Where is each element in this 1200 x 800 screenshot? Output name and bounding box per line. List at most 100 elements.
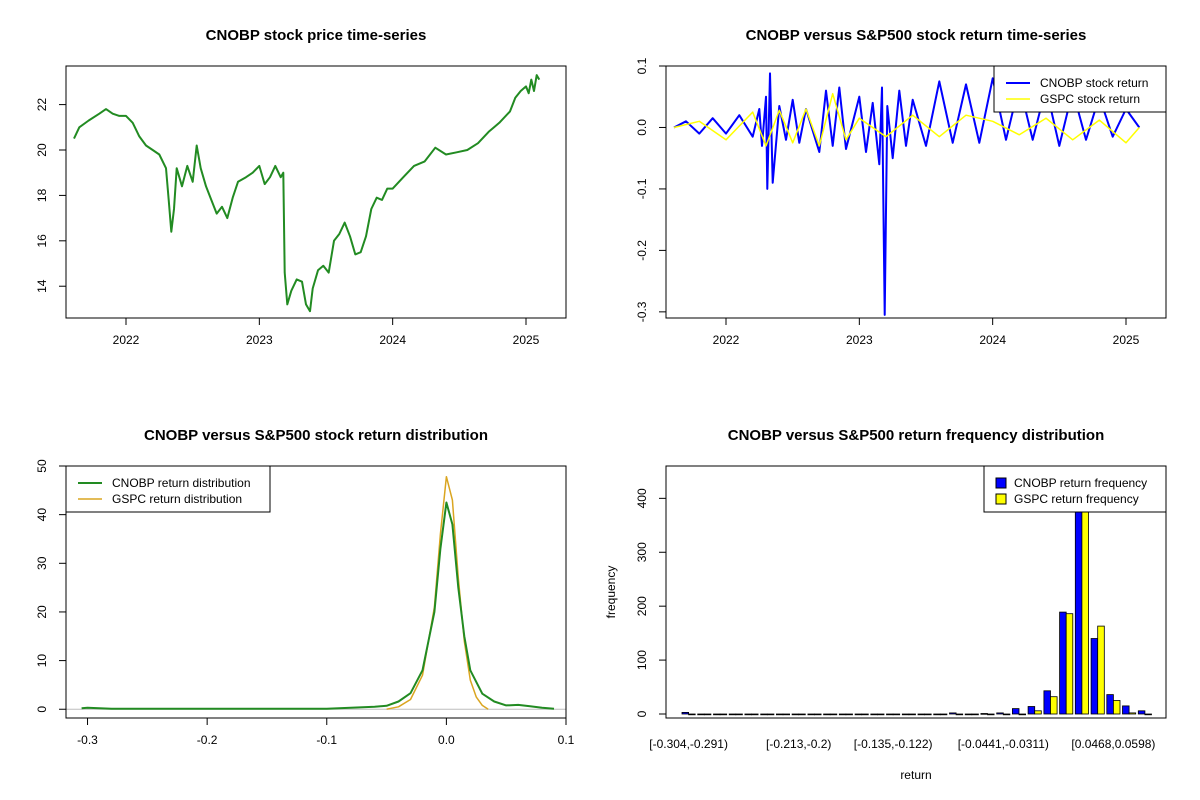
- y-tick-label: 18: [35, 188, 49, 202]
- bar: [697, 713, 705, 716]
- legend-entry: GSPC stock return: [1040, 92, 1140, 106]
- bar: [886, 713, 894, 716]
- bar: [1027, 706, 1036, 715]
- x-tick-label: [-0.135,-0.122): [854, 737, 933, 751]
- bar: [814, 713, 822, 716]
- bar: [964, 713, 973, 716]
- chart-title: CNOBP versus S&P500 return frequency dis…: [728, 427, 1105, 444]
- x-tick-label: 2025: [513, 333, 540, 347]
- bar: [1081, 487, 1089, 715]
- bar: [829, 713, 838, 716]
- chart-title: CNOBP versus S&P500 stock return time-se…: [746, 27, 1087, 44]
- bar: [791, 713, 800, 716]
- bar: [917, 713, 925, 716]
- bar: [933, 713, 941, 716]
- x-axis-label: return: [900, 768, 931, 782]
- y-tick-label: 20: [35, 605, 49, 619]
- y-tick-label: 400: [635, 488, 649, 508]
- series-line-gspc-density: [386, 475, 489, 710]
- legend: CNOBP return frequency GSPC return freque…: [983, 465, 1167, 513]
- x-tick-label: 2025: [1113, 333, 1140, 347]
- bar: [1128, 712, 1137, 715]
- bar: [1034, 710, 1042, 715]
- bar: [713, 713, 721, 716]
- bar: [681, 712, 689, 715]
- bar: [1043, 690, 1051, 715]
- x-tick-label: -0.1: [316, 733, 337, 747]
- return-timeseries-chart: CNOBP versus S&P500 stock return time-se…: [635, 27, 1167, 347]
- bar: [1059, 611, 1067, 715]
- frequency-chart: CNOBP versus S&P500 return frequency dis…: [604, 427, 1167, 782]
- bar: [782, 713, 790, 716]
- legend-entry: CNOBP return frequency: [1014, 476, 1147, 490]
- y-tick-label: 200: [635, 596, 649, 616]
- x-tick-label: 2024: [979, 333, 1006, 347]
- bar: [1097, 625, 1105, 715]
- plot-frame: [665, 65, 1167, 319]
- x-tick-label: -0.3: [77, 733, 98, 747]
- bar: [766, 713, 775, 716]
- y-tick-label: -0.2: [635, 240, 649, 261]
- y-tick-label: 40: [35, 508, 49, 522]
- y-tick-label: 10: [35, 654, 49, 668]
- legend: CNOBP return distribution GSPC return dis…: [65, 465, 271, 513]
- bar: [1144, 713, 1152, 716]
- legend: CNOBP stock return GSPC stock return: [993, 65, 1167, 113]
- bar: [1050, 696, 1058, 715]
- x-tick-label: 2022: [713, 333, 740, 347]
- legend-swatch: [995, 477, 1007, 489]
- legend-swatch: [995, 493, 1007, 505]
- legend-box: [65, 465, 271, 513]
- bar: [1018, 713, 1026, 716]
- series-line-cnobp-price: [73, 74, 541, 313]
- bar: [1137, 710, 1146, 715]
- bar: [845, 713, 853, 716]
- y-tick-label: 16: [35, 234, 49, 248]
- bar: [870, 713, 878, 716]
- legend-entry: CNOBP return distribution: [112, 476, 251, 490]
- plot-frame: [65, 465, 567, 719]
- bar: [823, 713, 831, 716]
- series-line-cnobp-density: [81, 501, 555, 710]
- bar: [838, 713, 847, 716]
- chart-title: CNOBP versus S&P500 stock return distrib…: [144, 427, 488, 444]
- y-tick-label: 300: [635, 542, 649, 562]
- bar: [1002, 713, 1011, 716]
- bar: [1065, 613, 1074, 715]
- bar: [1106, 694, 1114, 715]
- bar: [949, 712, 957, 715]
- bar: [798, 713, 806, 716]
- bar: [861, 713, 869, 716]
- legend-box: [993, 65, 1167, 113]
- bar: [744, 713, 752, 716]
- y-tick-label: -0.1: [635, 178, 649, 199]
- bar: [1122, 705, 1130, 715]
- bars-cnobp: [681, 487, 1146, 716]
- x-tick-label: [-0.213,-0.2): [766, 737, 831, 751]
- legend-entry: GSPC return frequency: [1014, 492, 1139, 506]
- y-tick-label: 0: [35, 706, 49, 713]
- bar: [751, 713, 759, 716]
- y-tick-label: 20: [35, 143, 49, 157]
- plot-frame: [665, 465, 1167, 719]
- bar: [728, 713, 737, 716]
- bar: [980, 713, 988, 715]
- bar: [877, 713, 885, 716]
- bar: [1012, 708, 1020, 715]
- y-tick-label: 30: [35, 556, 49, 570]
- bar: [924, 713, 932, 716]
- bar: [854, 713, 863, 716]
- y-tick-label: 14: [35, 279, 49, 293]
- x-tick-label: 2024: [379, 333, 406, 347]
- y-tick-label: 0.1: [635, 57, 649, 74]
- y-tick-label: 50: [35, 459, 49, 473]
- y-tick-label: -0.3: [635, 301, 649, 322]
- legend-entry: CNOBP stock return: [1040, 76, 1148, 90]
- plot-frame: [65, 65, 567, 319]
- bar: [719, 713, 728, 716]
- bar: [892, 713, 901, 716]
- x-tick-label: 2023: [846, 333, 873, 347]
- bar: [1074, 487, 1083, 715]
- bar: [971, 713, 979, 716]
